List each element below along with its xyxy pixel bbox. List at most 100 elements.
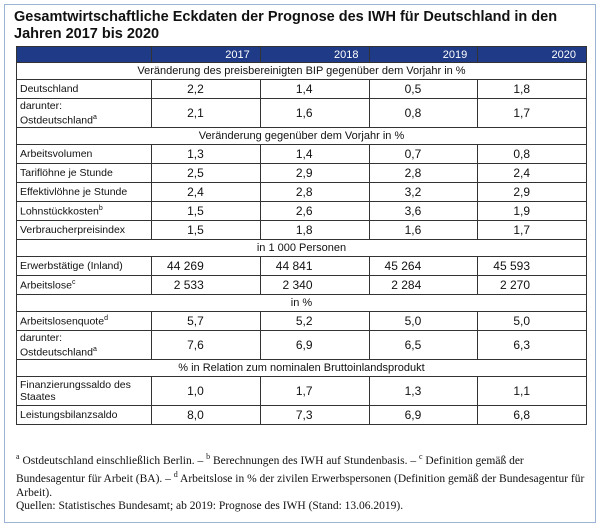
- table-row: Verbraucherpreisindex 1,5 1,8 1,6 1,7: [16, 220, 587, 240]
- table-row: Arbeitslosenquoted 5,7 5,2 5,0 5,0: [16, 311, 587, 331]
- value-cell: 3,2: [368, 182, 479, 202]
- value-cell: 8,0: [151, 405, 261, 425]
- table-row: Effektivlöhne je Stunde 2,4 2,8 3,2 2,9: [16, 182, 587, 202]
- row-label: darunter: Ostdeutschlanda: [16, 330, 152, 360]
- header-row: 2017 2018 2019 2020: [16, 46, 587, 63]
- value-cell: 1,4: [259, 79, 370, 99]
- value-cell: 2,2: [151, 79, 261, 99]
- footnote-marker: d: [104, 314, 108, 322]
- value-cell: 2 284: [368, 275, 479, 295]
- value-cell: 1,7: [477, 220, 587, 240]
- value-cell: 1,3: [368, 376, 479, 406]
- value-cell: 45 264: [368, 256, 479, 276]
- section-heading-row: Veränderung des preisbereinigten BIP geg…: [16, 62, 587, 80]
- row-label-text: Tariflöhne je Stunde: [20, 167, 113, 179]
- header-empty: [16, 46, 152, 63]
- row-label-text: Verbraucherpreisindex: [20, 224, 126, 236]
- row-label: Leistungsbilanzsaldo: [16, 405, 152, 425]
- row-label-text: darunter:: [20, 331, 63, 344]
- row-label-text: Arbeitslose: [20, 279, 72, 292]
- row-label-text: Effektivlöhne je Stunde: [20, 186, 128, 198]
- footnote-marker: b: [98, 204, 103, 212]
- section-heading-row: Veränderung gegenüber dem Vorjahr in %: [16, 127, 587, 145]
- row-label-text-2: Ostdeutschland: [20, 346, 93, 359]
- section-heading: in %: [16, 294, 587, 312]
- row-label: darunter: Ostdeutschlanda: [16, 98, 152, 128]
- row-label: Verbraucherpreisindex: [16, 220, 152, 240]
- value-cell: 5,0: [477, 311, 587, 331]
- section-heading: in 1 000 Personen: [16, 239, 587, 257]
- row-label: Effektivlöhne je Stunde: [16, 182, 152, 202]
- value-cell: 44 269: [151, 256, 261, 276]
- value-cell: 1,7: [259, 376, 370, 406]
- header-year: 2017: [151, 46, 261, 63]
- value-cell: 1,0: [151, 376, 261, 406]
- value-cell: 2 533: [151, 275, 261, 295]
- value-cell: 2,8: [368, 163, 479, 183]
- row-label-text: Leistungsbilanzsaldo: [20, 409, 118, 421]
- row-label: Erwerbstätige (Inland): [16, 256, 152, 276]
- value-cell: 1,1: [477, 376, 587, 406]
- row-label: Arbeitslosenquoted: [16, 311, 152, 331]
- row-label: Lohnstückkostenb: [16, 201, 152, 221]
- table-row: Lohnstückkostenb 1,5 2,6 3,6 1,9: [16, 201, 587, 221]
- row-label-text: Arbeitsvolumen: [20, 148, 93, 160]
- value-cell: 6,8: [477, 405, 587, 425]
- row-label-text-2: Staates: [20, 391, 56, 403]
- value-cell: 44 841: [259, 256, 370, 276]
- footnote-marker: d: [173, 469, 178, 479]
- row-label: Tariflöhne je Stunde: [16, 163, 152, 183]
- section-heading-row: in 1 000 Personen: [16, 239, 587, 257]
- value-cell: 45 593: [477, 256, 587, 276]
- value-cell: 1,3: [151, 144, 261, 164]
- value-cell: 1,8: [477, 79, 587, 99]
- row-label-text: Erwerbstätige (Inland): [20, 260, 123, 272]
- table-row: Erwerbstätige (Inland) 44 269 44 841 45 264…: [16, 256, 587, 276]
- row-label-text: Finanzierungssaldo des: [20, 379, 131, 391]
- footnote-text: Arbeitslose in % der zivilen Erwerbspers…: [16, 472, 585, 499]
- row-label-text-2: Ostdeutschland: [20, 114, 93, 127]
- value-cell: 5,2: [259, 311, 370, 331]
- footnote-marker: a: [92, 345, 97, 353]
- footnotes: a Ostdeutschland einschließlich Berlin. …: [16, 450, 591, 500]
- value-cell: 5,7: [151, 311, 261, 331]
- table-row: darunter: Ostdeutschlanda 7,6 6,9 6,5 6,3: [16, 330, 587, 360]
- value-cell: 1,7: [477, 98, 587, 128]
- section-heading: Veränderung des preisbereinigten BIP geg…: [16, 62, 587, 80]
- value-cell: 0,8: [368, 98, 479, 128]
- row-label-text: Lohnstückkosten: [20, 205, 99, 218]
- header-year: 2019: [368, 46, 479, 63]
- value-cell: 2,8: [259, 182, 370, 202]
- footnote-marker: a: [16, 452, 20, 461]
- value-cell: 0,8: [477, 144, 587, 164]
- value-cell: 1,5: [151, 201, 261, 221]
- table-frame: [4, 4, 596, 523]
- value-cell: 6,5: [368, 330, 479, 360]
- row-label: Arbeitslosec: [16, 275, 152, 295]
- section-heading-row: % in Relation zum nominalen Bruttoinland…: [16, 359, 587, 377]
- value-cell: 2,6: [259, 201, 370, 221]
- row-label: Finanzierungssaldo des Staates: [16, 376, 152, 406]
- row-label: Deutschland: [16, 79, 152, 99]
- row-label-text: Deutschland: [20, 83, 79, 95]
- value-cell: 5,0: [368, 311, 479, 331]
- value-cell: 0,7: [368, 144, 479, 164]
- page-title: Gesamtwirtschaftliche Eckdaten der Progn…: [14, 9, 558, 42]
- value-cell: 2,4: [151, 182, 261, 202]
- value-cell: 1,6: [368, 220, 479, 240]
- value-cell: 0,5: [368, 79, 479, 99]
- table-row: Deutschland 2,2 1,4 0,5 1,8: [16, 79, 587, 99]
- value-cell: 2,9: [259, 163, 370, 183]
- value-cell: 1,8: [259, 220, 370, 240]
- source-note: Quellen: Statistisches Bundesamt; ab 201…: [16, 500, 404, 512]
- footnote-marker: a: [92, 113, 97, 121]
- section-heading: % in Relation zum nominalen Bruttoinland…: [16, 359, 587, 377]
- row-label: Arbeitsvolumen: [16, 144, 152, 164]
- value-cell: 6,9: [368, 405, 479, 425]
- footnote-text: Berechnungen des IWH auf Stundenbasis. –: [210, 454, 419, 467]
- header-year: 2020: [477, 46, 587, 63]
- table-row: Leistungsbilanzsaldo 8,0 7,3 6,9 6,8: [16, 405, 587, 425]
- value-cell: 2,4: [477, 163, 587, 183]
- value-cell: 1,4: [259, 144, 370, 164]
- footnote-marker: b: [206, 452, 211, 461]
